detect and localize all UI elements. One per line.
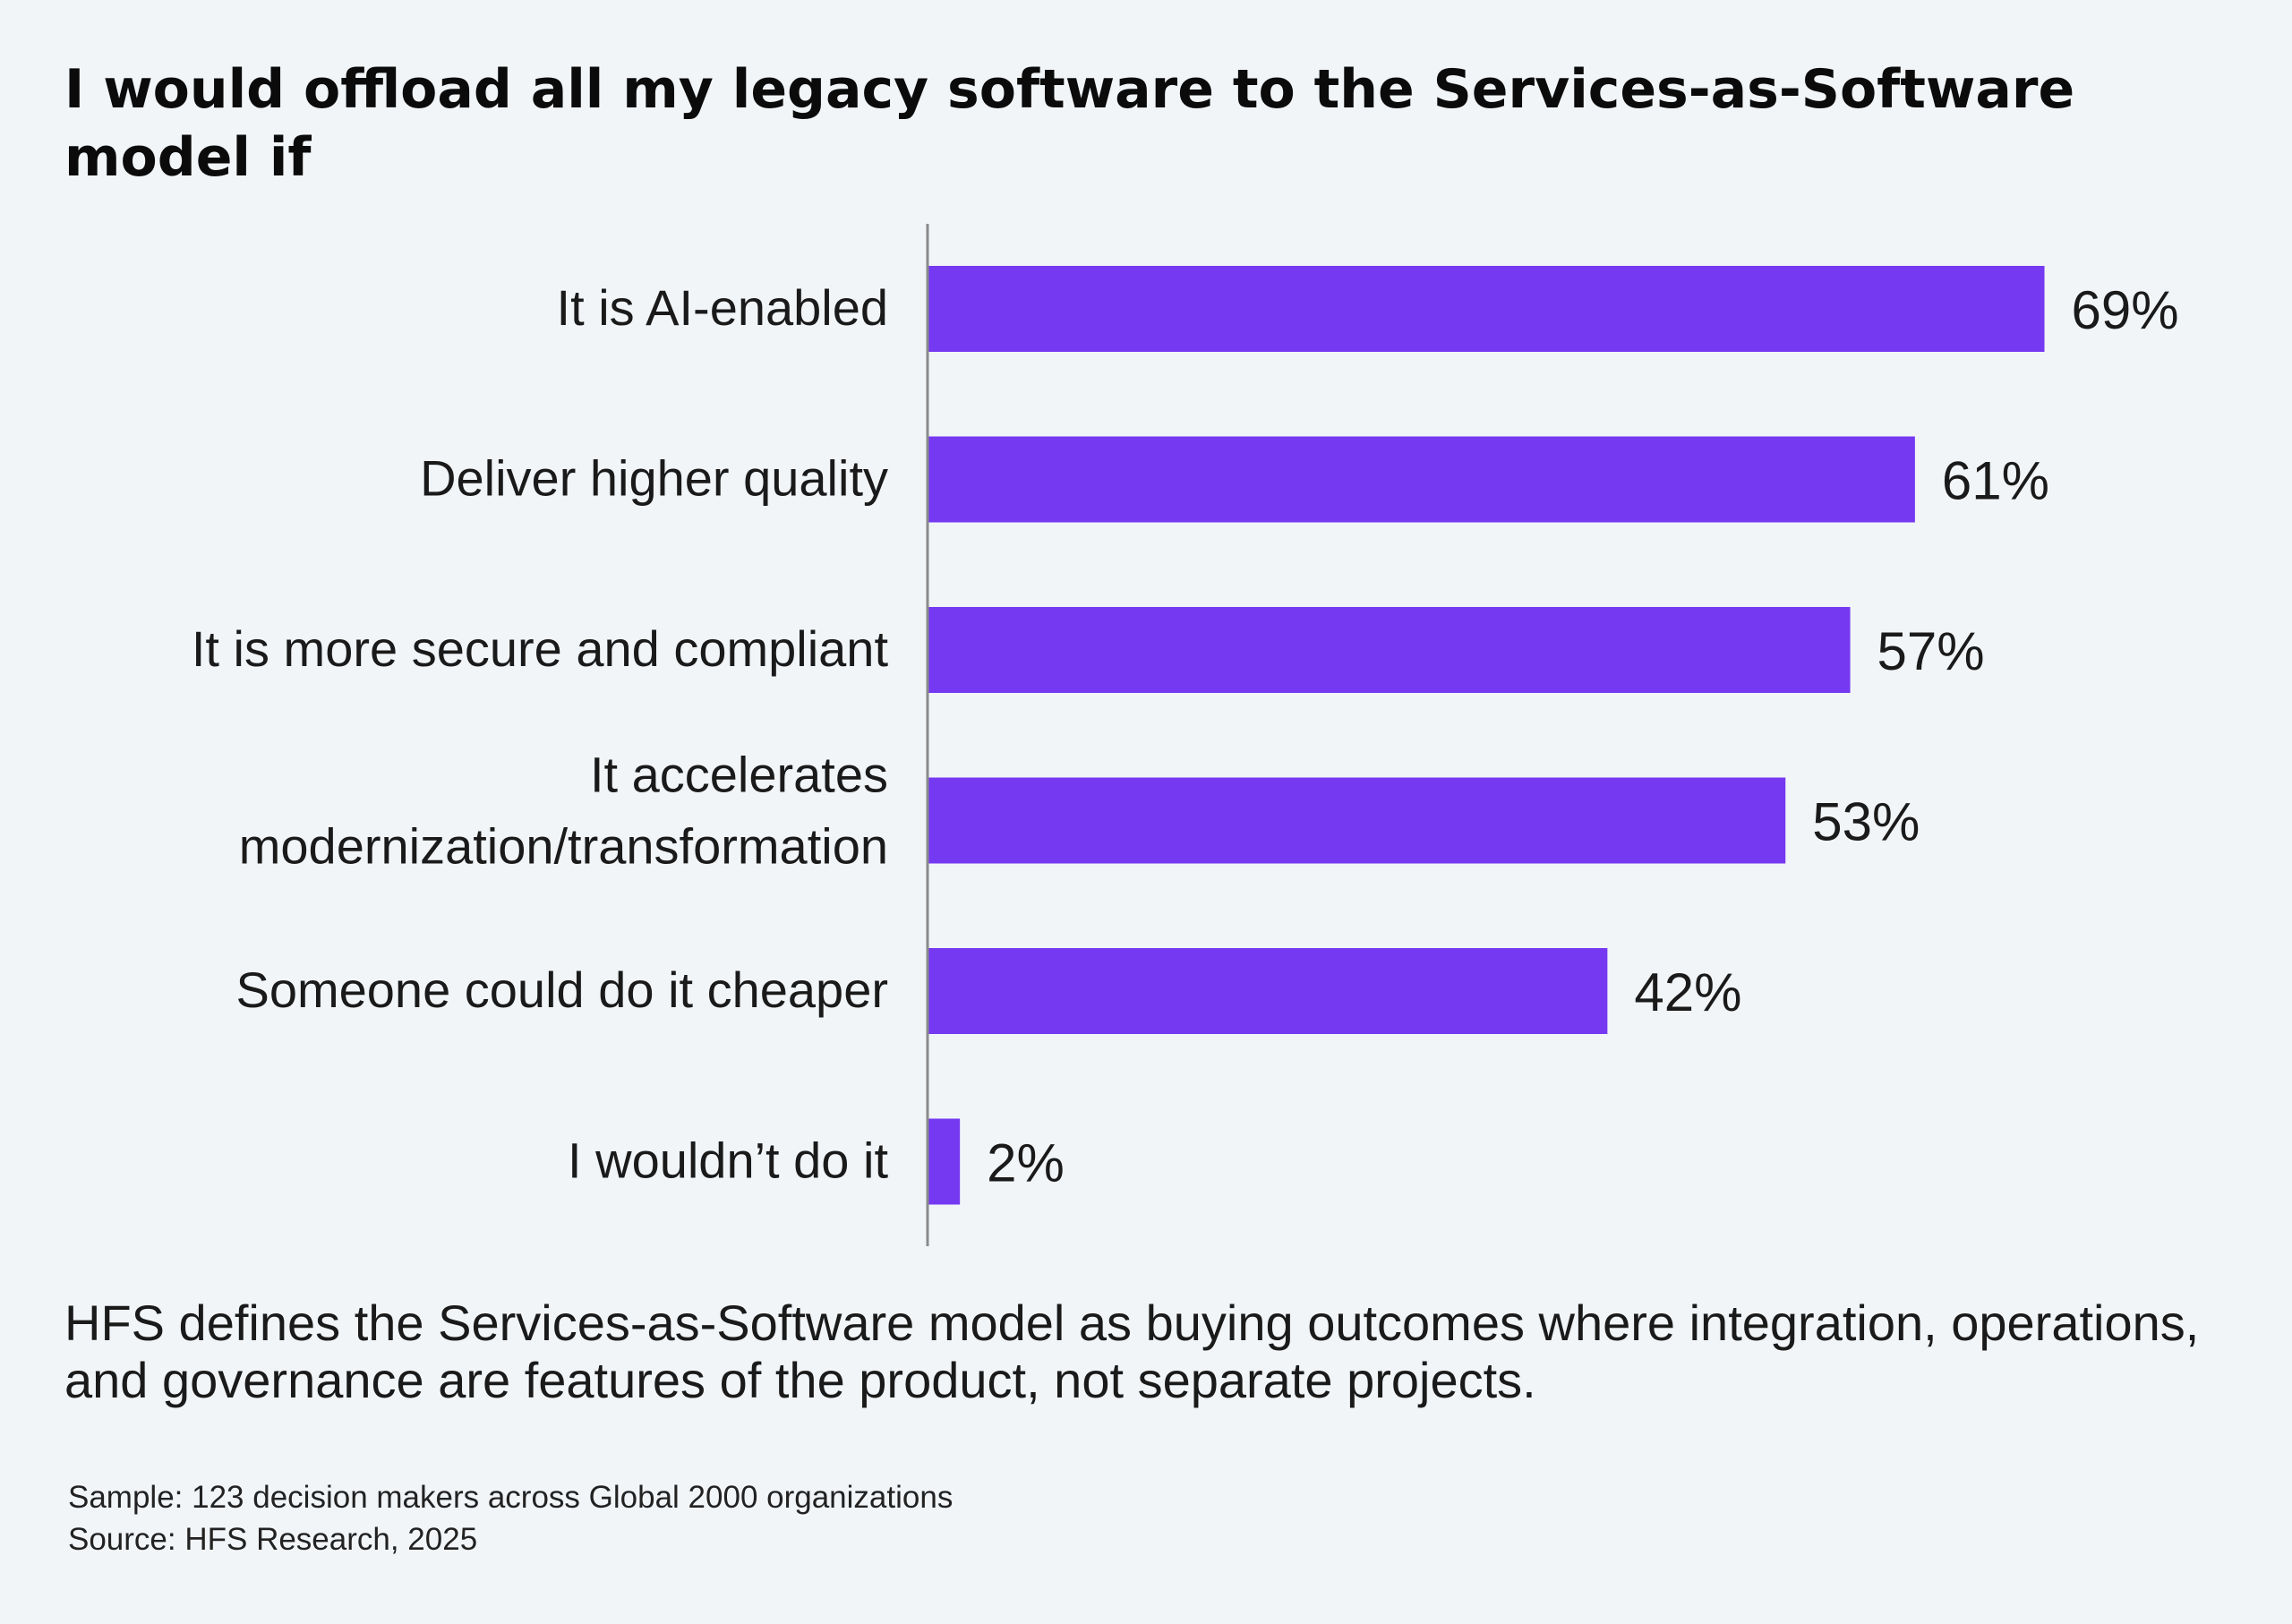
category-label-1: Deliver higher quality (420, 450, 888, 507)
value-label-2: 57% (1877, 621, 1985, 681)
value-label-4: 42% (1634, 962, 1741, 1022)
bar-3 (928, 777, 1786, 864)
value-label-5: 2% (987, 1133, 1065, 1193)
value-label-1: 61% (1942, 451, 2049, 511)
chart-title: I would offload all my legacy software t… (64, 58, 2075, 189)
sample-footnote: Sample: 123 decision makers across Globa… (68, 1480, 954, 1515)
category-label-5: I wouldn’t do it (568, 1133, 888, 1189)
category-label-2: It is more secure and compliant (192, 620, 889, 677)
value-label-3: 53% (1812, 792, 1920, 852)
bar-2 (928, 607, 1851, 693)
category-label-3-line-0: It accelerates (590, 747, 888, 803)
bar-0 (928, 266, 2045, 352)
category-label-3-line-1: modernization/transformation (239, 818, 888, 875)
category-label-0: It is AI-enabled (557, 279, 888, 336)
value-label-0: 69% (2072, 280, 2179, 340)
bar-5 (928, 1118, 961, 1205)
bar-chart: 69% It is AI-enabled 61% Deliver higher qua… (192, 224, 2179, 1246)
category-label-4: Someone could do it cheaper (236, 962, 889, 1018)
model-definition: HFS defines the Services-as-Software mod… (64, 1295, 2200, 1408)
bar-1 (928, 436, 1915, 523)
bar-4 (928, 948, 1608, 1034)
source-footnote: Source: HFS Research, 2025 (68, 1522, 478, 1557)
